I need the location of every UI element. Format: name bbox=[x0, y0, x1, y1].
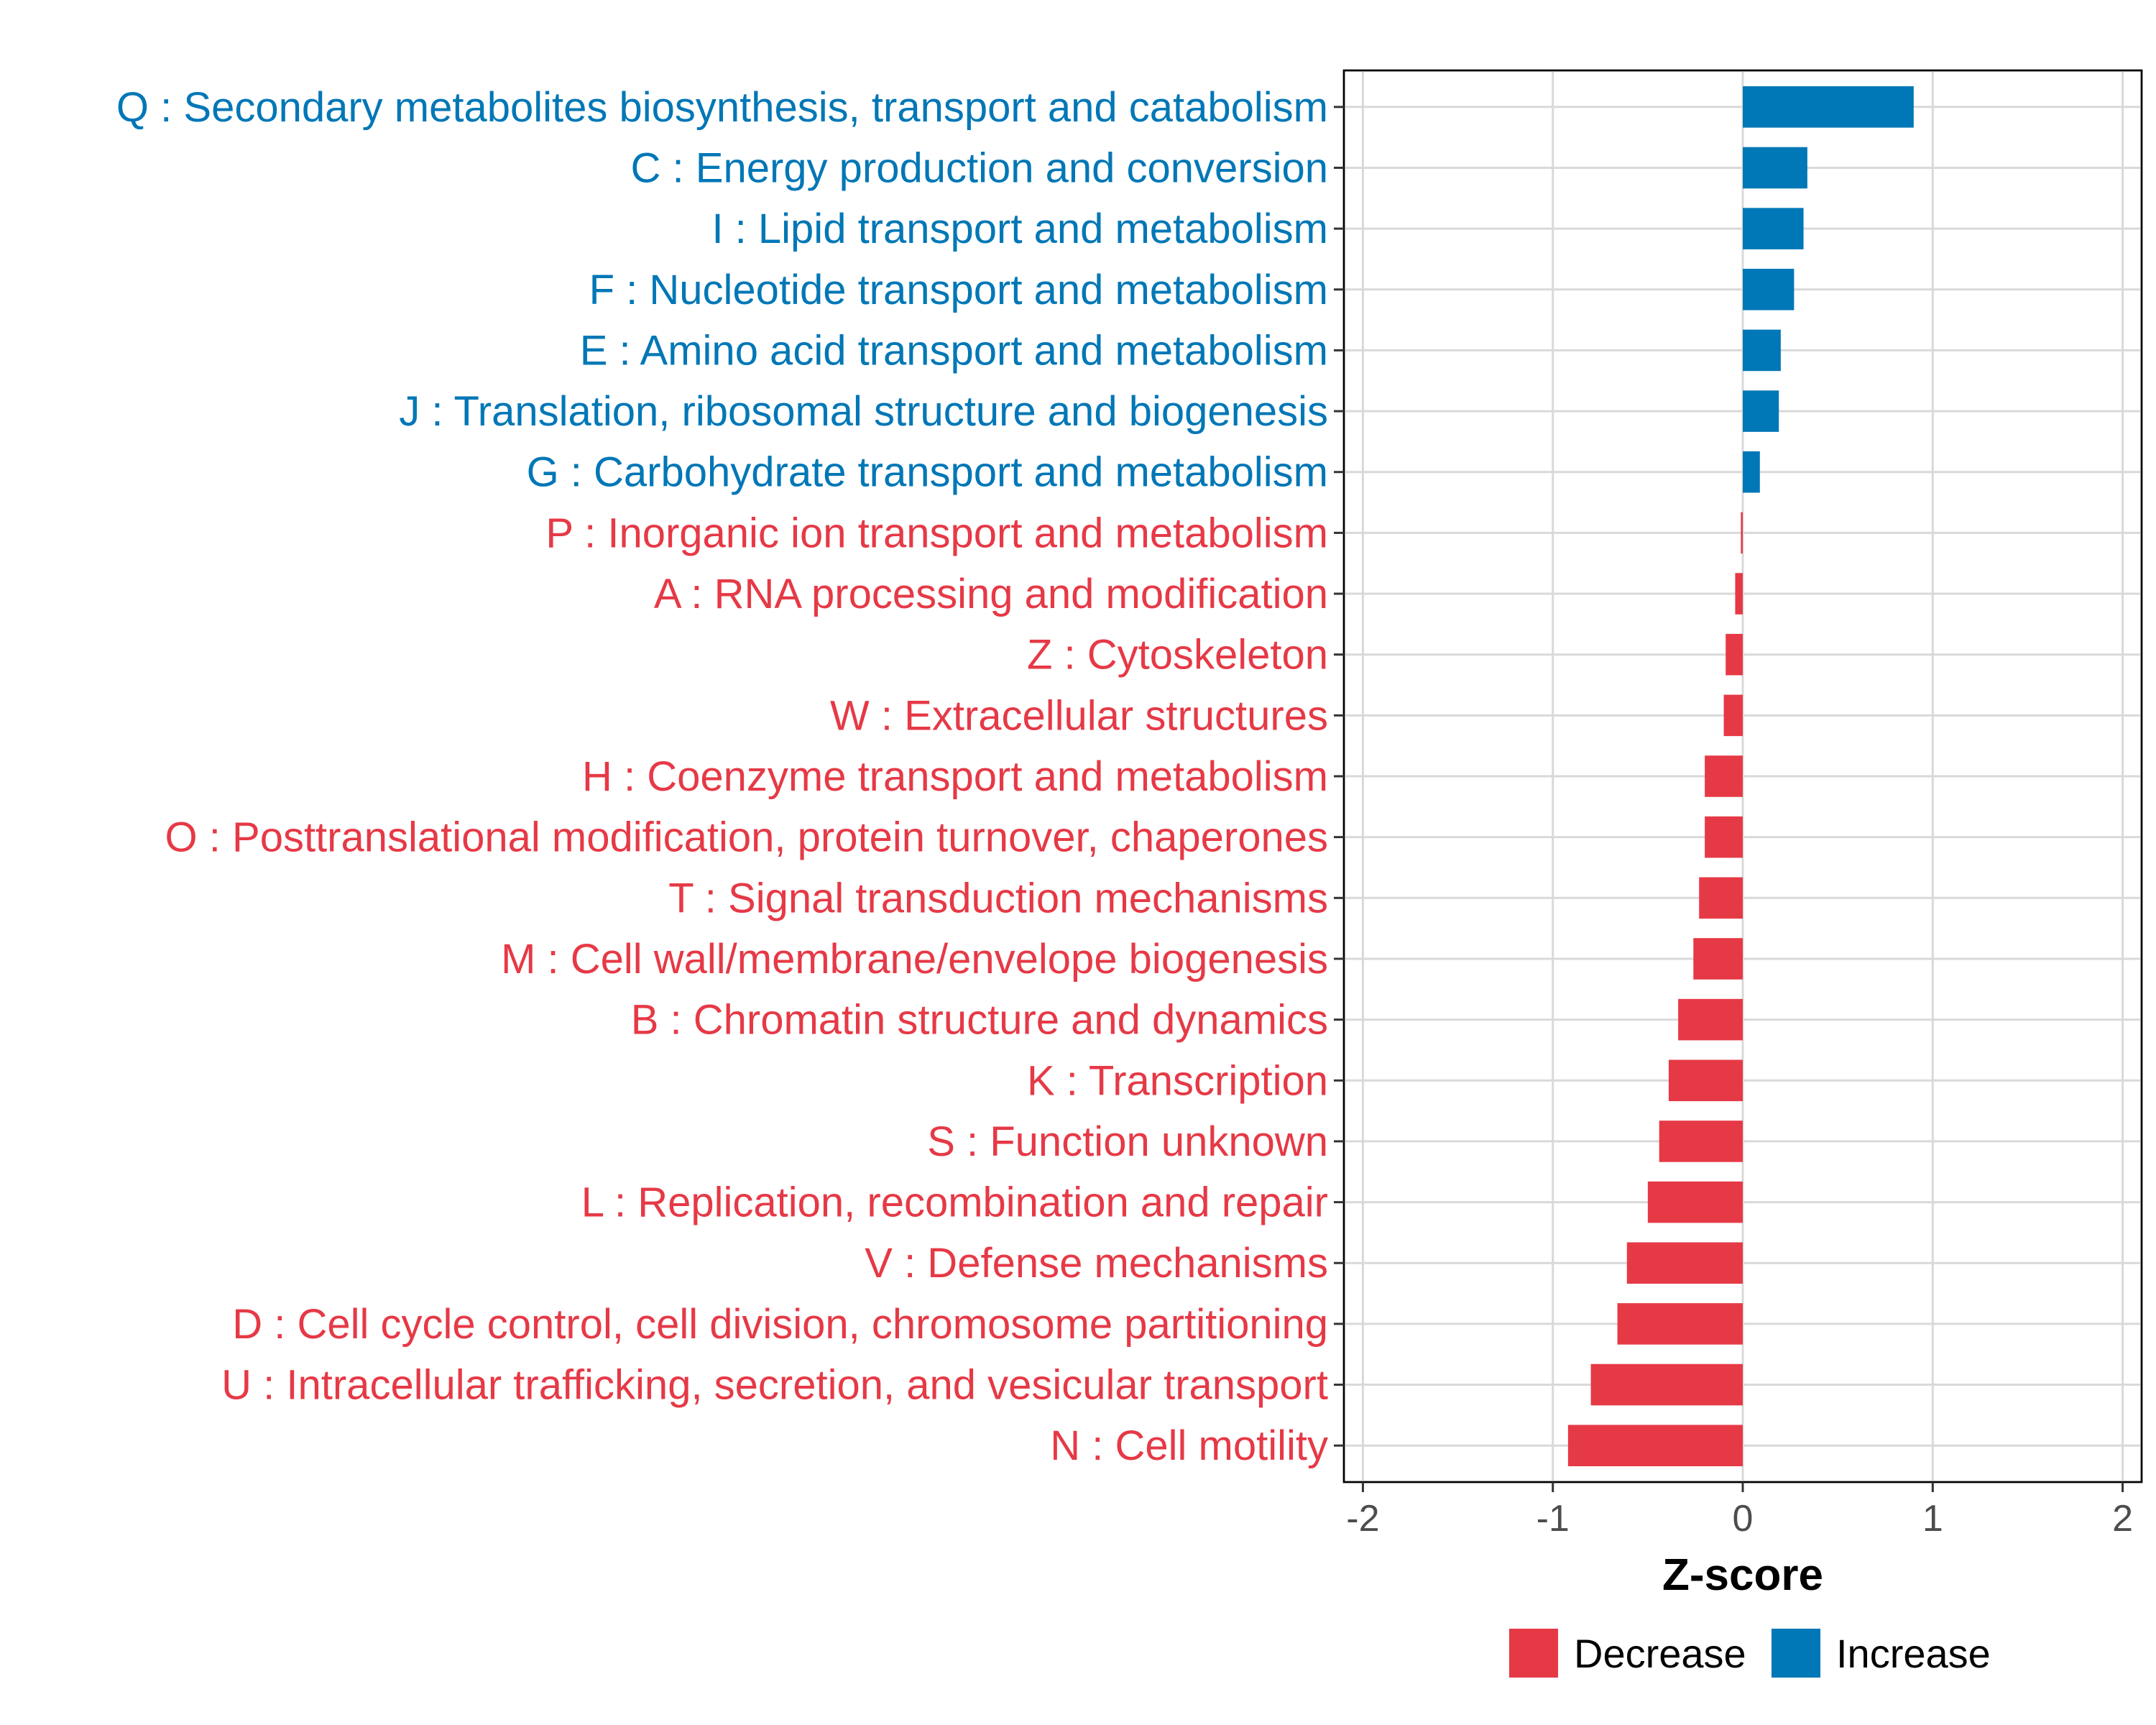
category-label: N : Cell motility bbox=[1050, 1422, 1328, 1469]
category-label: G : Carbohydrate transport and metabolis… bbox=[527, 449, 1328, 496]
category-label: M : Cell wall/membrane/envelope biogenes… bbox=[501, 936, 1328, 983]
bar bbox=[1626, 1242, 1743, 1284]
legend-label: Decrease bbox=[1574, 1631, 1746, 1676]
category-label: P : Inorganic ion transport and metaboli… bbox=[545, 510, 1328, 556]
legend-label: Increase bbox=[1836, 1631, 1991, 1676]
category-label: U : Intracellular trafficking, secretion… bbox=[221, 1362, 1328, 1409]
category-label: F : Nucleotide transport and metabolism bbox=[589, 267, 1328, 313]
bar bbox=[1743, 268, 1795, 310]
category-label: J : Translation, ribosomal structure and… bbox=[399, 388, 1328, 435]
bar bbox=[1693, 938, 1743, 980]
category-label: Z : Cytoskeleton bbox=[1027, 632, 1328, 678]
legend-swatch-increase bbox=[1772, 1629, 1820, 1678]
x-axis-ticks: -2 -1 0 1 2 bbox=[1346, 1482, 2133, 1540]
x-tick-label: -2 bbox=[1346, 1498, 1379, 1540]
category-label: O : Posttranslational modification, prot… bbox=[165, 814, 1328, 861]
category-label: W : Extracellular structures bbox=[830, 692, 1328, 739]
bar bbox=[1735, 573, 1743, 615]
category-label: S : Function unknown bbox=[927, 1118, 1328, 1165]
x-axis-title: Z-score bbox=[1662, 1550, 1823, 1600]
bar bbox=[1668, 1059, 1743, 1102]
category-label: V : Defense mechanisms bbox=[865, 1240, 1328, 1287]
bar bbox=[1659, 1121, 1743, 1162]
category-label: C : Energy production and conversion bbox=[631, 144, 1328, 191]
bar bbox=[1705, 755, 1743, 797]
bar bbox=[1678, 998, 1743, 1041]
bar bbox=[1723, 694, 1743, 737]
y-axis-category-labels: Q : Secondary metabolites biosynthesis, … bbox=[116, 84, 1328, 1469]
bar bbox=[1699, 877, 1743, 919]
bar bbox=[1743, 86, 1914, 128]
bar bbox=[1743, 208, 1804, 249]
category-label: Q : Secondary metabolites biosynthesis, … bbox=[116, 84, 1328, 131]
bars bbox=[1567, 86, 1914, 1466]
legend-swatch-decrease bbox=[1509, 1629, 1558, 1678]
x-tick-label: 2 bbox=[2112, 1498, 2133, 1540]
bar bbox=[1705, 816, 1743, 858]
bar bbox=[1726, 633, 1743, 676]
category-label: D : Cell cycle control, cell division, c… bbox=[232, 1301, 1328, 1348]
bar bbox=[1743, 147, 1807, 189]
category-label: H : Coenzyme transport and metabolism bbox=[582, 753, 1328, 800]
bar bbox=[1743, 390, 1779, 432]
bar bbox=[1743, 451, 1760, 493]
x-tick-label: 1 bbox=[1922, 1498, 1943, 1540]
category-label: T : Signal transduction mechanisms bbox=[668, 875, 1328, 921]
bar bbox=[1567, 1425, 1743, 1466]
bar bbox=[1617, 1303, 1743, 1345]
bar bbox=[1741, 512, 1743, 554]
category-label: K : Transcription bbox=[1027, 1057, 1328, 1104]
category-label: A : RNA processing and modification bbox=[654, 571, 1328, 617]
x-tick-label: -1 bbox=[1537, 1498, 1570, 1540]
legend: Decrease Increase bbox=[1509, 1629, 1991, 1678]
x-tick-label: 0 bbox=[1733, 1498, 1754, 1540]
category-label: B : Chromatin structure and dynamics bbox=[631, 997, 1328, 1044]
category-label: L : Replication, recombination and repai… bbox=[581, 1179, 1328, 1226]
category-label: I : Lipid transport and metabolism bbox=[711, 206, 1328, 252]
bar bbox=[1647, 1181, 1743, 1223]
category-label: E : Amino acid transport and metabolism bbox=[580, 327, 1328, 374]
bar bbox=[1590, 1363, 1743, 1406]
bar bbox=[1743, 329, 1781, 372]
y-axis-ticks bbox=[1334, 106, 1344, 1447]
